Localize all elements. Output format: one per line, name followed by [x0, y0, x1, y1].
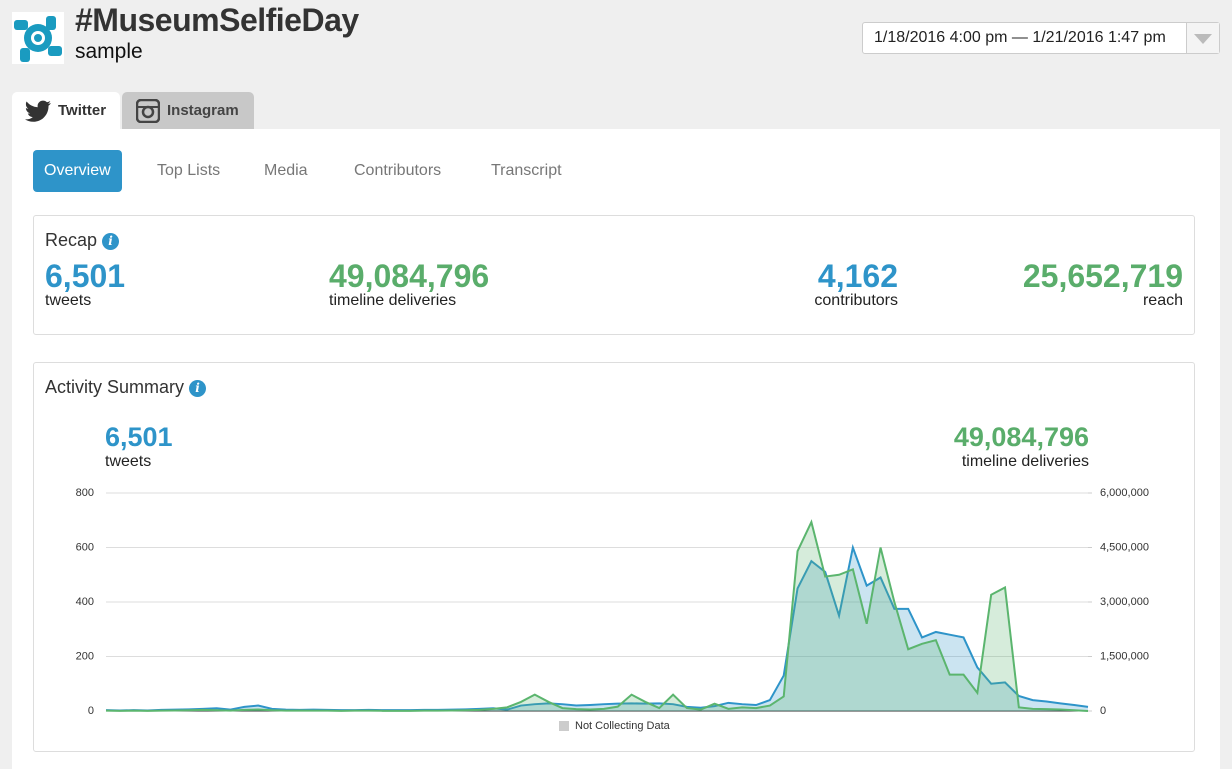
box-title: Recap [45, 230, 98, 250]
stat-value: 25,652,719 [1022, 258, 1183, 294]
activity-title: Activity Summary i [45, 377, 207, 398]
logo [12, 12, 64, 64]
stat: 4,162 contributors [814, 260, 898, 310]
stat-label: tweets [45, 292, 92, 309]
stat-label: timeline deliveries [329, 292, 457, 309]
stat-label: timeline deliveries [961, 453, 1089, 470]
instagram-tab[interactable]: Instagram [122, 92, 254, 129]
stat-label: contributors [814, 292, 898, 309]
stat-value: 49,084,796 [329, 258, 490, 294]
twitter-tab[interactable]: Twitter [12, 92, 120, 129]
nav-tab[interactable]: Top Lists [157, 162, 221, 179]
title: #MuseumSelfieDay [75, 2, 359, 38]
stat: 6,501 tweets [105, 421, 173, 471]
recap-box: Recap i 6,501 tweets 49,084,796 timeline de… [33, 215, 1195, 335]
nav-tab[interactable]: Contributors [354, 162, 442, 179]
tab-label: Instagram [167, 102, 239, 119]
info-icon[interactable]: i [189, 380, 207, 397]
recap-title: Recap i [45, 230, 120, 251]
stat: 49,084,796 timeline deliveries [954, 421, 1089, 471]
stat-label: tweets [105, 453, 152, 470]
stat-value: 6,501 [45, 258, 126, 294]
nav-tab[interactable]: Media [264, 162, 308, 179]
subtitle: sample [75, 40, 143, 63]
stat-value: 6,501 [105, 422, 173, 452]
stat-value: 4,162 [817, 258, 898, 294]
nav-tab[interactable]: Transcript [491, 162, 562, 179]
date-dropdown[interactable]: 1/18/2016 4:00 pm — 1/21/2016 1:47 pm [862, 22, 1220, 54]
box-title: Activity Summary [45, 377, 185, 397]
stat: 6,501 tweets [45, 260, 125, 310]
date-range: 1/18/2016 4:00 pm — 1/21/2016 1:47 pm [874, 29, 1166, 46]
stat: 25,652,719 reach [1023, 260, 1183, 310]
stat-value: 49,084,796 [953, 422, 1089, 452]
tab-label: Twitter [58, 102, 107, 119]
nav-tab[interactable]: Overview [33, 150, 122, 192]
dropdown-arrow[interactable] [1186, 23, 1219, 53]
stat-label: reach [1142, 292, 1183, 309]
info-icon[interactable]: i [102, 233, 120, 250]
activity-box: Activity Summary i 6,501 tweets 49,084,796… [33, 362, 1195, 752]
stat: 49,084,796 timeline deliveries [329, 260, 489, 310]
